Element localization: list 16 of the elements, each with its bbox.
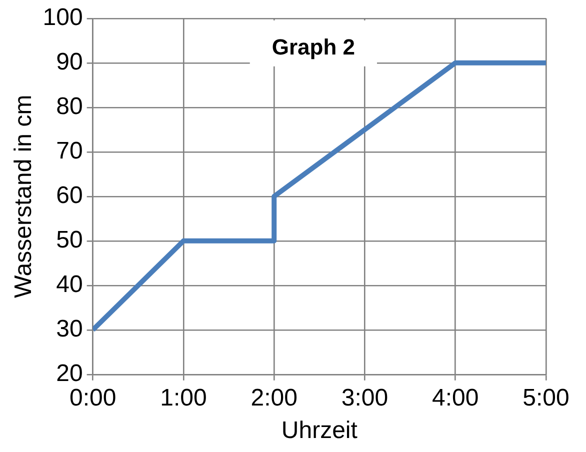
y-tick-label: 60 xyxy=(56,182,83,210)
x-axis-title: Uhrzeit xyxy=(281,417,358,444)
y-tick-label: 70 xyxy=(56,138,83,165)
y-tick-label: 40 xyxy=(56,271,83,298)
x-tick-label: 5:00 xyxy=(522,384,570,412)
x-tick-label: 1:00 xyxy=(160,384,207,412)
y-tick-label: 80 xyxy=(56,93,83,120)
x-tick-label: 4:00 xyxy=(432,384,479,412)
y-axis-title: Wasserstand in cm xyxy=(10,94,38,298)
x-tick-label: 3:00 xyxy=(341,384,388,412)
y-tick-label: 50 xyxy=(56,226,83,254)
y-tick-label: 30 xyxy=(56,316,83,343)
x-tick-label: 2:00 xyxy=(250,384,298,412)
y-tick-label: 90 xyxy=(56,48,83,76)
y-tick-label: 100 xyxy=(42,4,83,32)
text: Graph 2 xyxy=(272,34,355,60)
